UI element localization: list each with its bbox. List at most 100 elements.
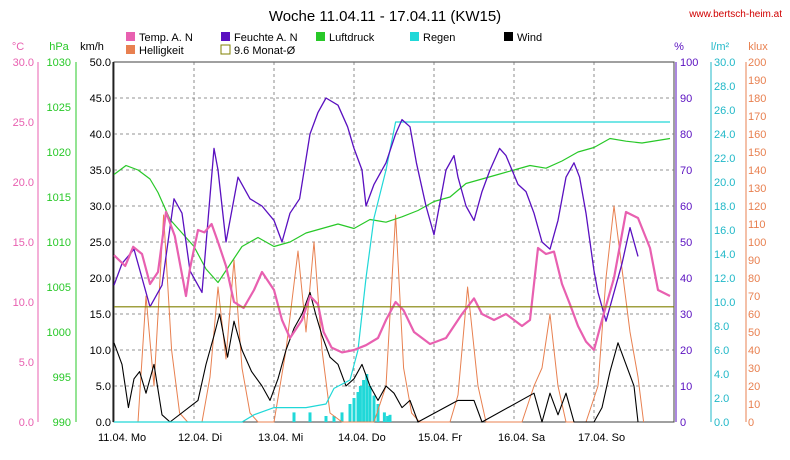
unit-lux: klux (748, 41, 768, 53)
tick-rain: 16.0 (714, 225, 735, 237)
x-tick-labels: 11.04. Mo 12.04. Di 13.04. Mi 14.04. Do 15.0… (98, 432, 625, 444)
unit-temp: °C (12, 41, 24, 53)
series-line-luftdruck (113, 137, 671, 284)
rain-bar (358, 386, 362, 422)
legend-label-temp: Temp. A. N (139, 32, 193, 44)
legend-swatch-regen (410, 32, 419, 41)
legend-swatch-luftdruck (316, 32, 325, 41)
rain-bar (332, 416, 336, 422)
chart-title: Woche 11.04.11 - 17.04.11 (KW15) (269, 8, 501, 25)
legend-label-monat: 9.6 Monat-Ø (234, 45, 296, 57)
x-tick-label: 17.04. So (578, 432, 625, 444)
rain-bar (386, 416, 390, 422)
series-line-regen (114, 121, 670, 423)
unit-press: hPa (49, 41, 69, 53)
tick-rain: 18.0 (714, 201, 735, 213)
tick-lux: 160 (748, 129, 766, 141)
tick-temp: 10.0 (13, 297, 34, 309)
tick-wind: 40.0 (90, 129, 111, 141)
x-tick-label: 16.04. Sa (498, 432, 546, 444)
tick-lux: 40 (748, 345, 760, 357)
tick-press: 1020 (47, 147, 71, 159)
rain-bar (365, 374, 369, 422)
tick-wind: 5.0 (96, 381, 111, 393)
rain-bar (308, 412, 312, 422)
tick-press: 1010 (47, 237, 71, 249)
tick-rain: 30.0 (714, 57, 735, 69)
tick-lux: 90 (748, 255, 760, 267)
rain-bar (324, 416, 328, 422)
tick-lux: 110 (748, 219, 766, 231)
tick-rain: 20.0 (714, 177, 735, 189)
axis-lines (37, 62, 747, 422)
rain-bar (292, 412, 296, 422)
tick-lux: 80 (748, 273, 760, 285)
tick-rain: 0.0 (714, 417, 729, 429)
tick-hum: 90 (680, 93, 692, 105)
tick-rain: 22.0 (714, 153, 735, 165)
site-link[interactable]: www.bertsch-heim.at (688, 9, 782, 20)
legend-swatch-monat (220, 44, 231, 55)
legend-swatch-wind (504, 32, 513, 41)
tick-wind: 10.0 (90, 345, 111, 357)
tick-hum: 40 (680, 273, 692, 285)
tick-press: 1005 (47, 282, 71, 294)
legend-swatch-helligkeit (126, 45, 135, 54)
tick-wind: 25.0 (90, 237, 111, 249)
tick-temp: 25.0 (13, 117, 34, 129)
rain-bar (356, 392, 360, 422)
legend-label-helligkeit: Helligkeit (139, 45, 184, 57)
axis-unit-labels: °C hPa km/h % l/m² klux (12, 41, 768, 53)
tick-lux: 60 (748, 309, 760, 321)
tick-rain: 26.0 (714, 105, 735, 117)
series-line-feuchte (113, 97, 639, 322)
tick-temp: 5.0 (19, 357, 34, 369)
plot-area (113, 61, 675, 423)
tick-press: 1000 (47, 327, 71, 339)
rain-bar (340, 412, 344, 422)
tick-hum: 70 (680, 165, 692, 177)
rain-bar (352, 398, 356, 422)
tick-lux: 140 (748, 165, 766, 177)
x-tick-label: 13.04. Mi (258, 432, 303, 444)
rain-bar (362, 380, 366, 422)
tick-lux: 20 (748, 381, 760, 393)
tick-press: 1015 (47, 192, 71, 204)
tick-hum: 30 (680, 309, 692, 321)
tick-press: 1025 (47, 102, 71, 114)
tick-lux: 10 (748, 399, 760, 411)
tick-lux: 200 (748, 57, 766, 69)
tick-rain: 24.0 (714, 129, 735, 141)
unit-rain: l/m² (711, 41, 730, 53)
tick-rain: 10.0 (714, 297, 735, 309)
rain-bar (382, 412, 386, 422)
tick-press: 1030 (47, 57, 71, 69)
tick-hum: 10 (680, 381, 692, 393)
legend-label-luftdruck: Luftdruck (329, 32, 375, 44)
series-line-wind (113, 291, 639, 423)
tick-lux: 100 (748, 237, 766, 249)
tick-hum: 80 (680, 129, 692, 141)
rain-bar (372, 395, 376, 422)
legend-label-wind: Wind (517, 32, 542, 44)
tick-lux: 130 (748, 183, 766, 195)
tick-lux: 70 (748, 291, 760, 303)
legend-swatch-temp (126, 32, 135, 41)
tick-lux: 50 (748, 327, 760, 339)
tick-rain: 6.0 (714, 345, 729, 357)
tick-lux: 180 (748, 93, 766, 105)
tick-hum: 0 (680, 417, 686, 429)
tick-wind: 30.0 (90, 201, 111, 213)
tick-lux: 150 (748, 147, 766, 159)
tick-hum: 20 (680, 345, 692, 357)
legend: Temp. A. N Feuchte A. N Luftdruck Regen … (126, 32, 542, 57)
tick-temp: 20.0 (13, 177, 34, 189)
tick-hum: 60 (680, 201, 692, 213)
tick-rain: 14.0 (714, 249, 735, 261)
tick-wind: 35.0 (90, 165, 111, 177)
tick-press: 995 (53, 372, 71, 384)
unit-wind: km/h (80, 41, 104, 53)
tick-lux: 170 (748, 111, 766, 123)
